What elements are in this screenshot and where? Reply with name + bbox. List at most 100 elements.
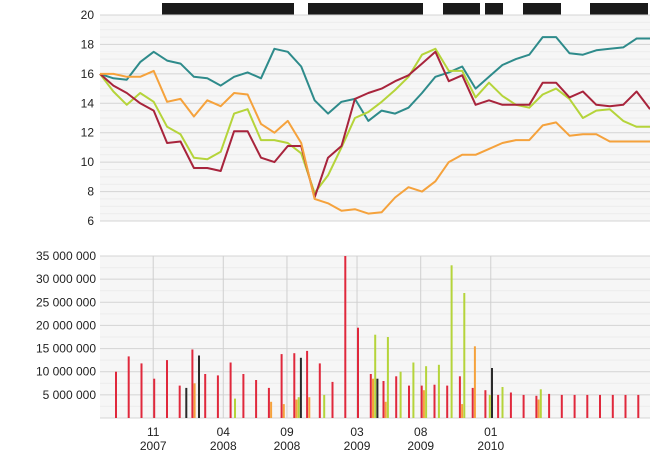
x-tick-year: 2007 bbox=[140, 439, 167, 453]
bar-series-2 bbox=[295, 399, 298, 418]
bar-series-2 bbox=[461, 404, 464, 418]
bar-series-1 bbox=[522, 394, 525, 418]
y-tick-label: 16 bbox=[81, 67, 95, 81]
bar-series-4 bbox=[491, 368, 493, 418]
y-tick-label: 10 000 000 bbox=[36, 365, 96, 379]
bar-series-1 bbox=[509, 392, 512, 418]
bar-series-2 bbox=[372, 378, 374, 418]
bar-series-1 bbox=[497, 394, 500, 418]
legend-block bbox=[485, 3, 503, 18]
x-tick-year: 2008 bbox=[210, 439, 237, 453]
bar-series-1 bbox=[573, 394, 576, 418]
bar-series-4 bbox=[299, 357, 302, 418]
bar-series-1 bbox=[471, 387, 474, 418]
y-tick-label: 5 000 000 bbox=[43, 388, 97, 402]
legend-block bbox=[308, 3, 423, 18]
y-tick-label: 18 bbox=[81, 37, 95, 51]
x-tick-year: 2008 bbox=[274, 439, 301, 453]
bar-series-1 bbox=[115, 371, 117, 418]
bar-series-3 bbox=[234, 398, 236, 418]
legend-strip bbox=[162, 3, 648, 18]
bar-series-1 bbox=[420, 385, 423, 418]
y-tick-label: 12 bbox=[81, 126, 95, 140]
bar-series-1 bbox=[382, 381, 385, 418]
x-tick-month: 09 bbox=[280, 425, 294, 439]
bar-series-1 bbox=[140, 363, 143, 418]
bar-series-1 bbox=[446, 385, 449, 418]
bar-series-1 bbox=[293, 353, 296, 418]
bar-series-1 bbox=[560, 394, 563, 418]
x-tick-year: 2010 bbox=[477, 439, 504, 453]
bar-series-2 bbox=[473, 346, 476, 418]
x-tick-month: 04 bbox=[217, 425, 231, 439]
y-tick-label: 6 bbox=[87, 214, 94, 228]
bar-series-1 bbox=[331, 381, 334, 418]
bar-series-4 bbox=[376, 378, 379, 418]
bar-series-1 bbox=[306, 350, 309, 418]
bar-series-1 bbox=[637, 394, 640, 418]
x-tick-month: 03 bbox=[350, 425, 364, 439]
bar-series-1 bbox=[458, 376, 461, 418]
x-tick-year: 2009 bbox=[344, 439, 371, 453]
bar-series-1 bbox=[216, 375, 219, 418]
bar-series-1 bbox=[229, 362, 232, 418]
bar-series-1 bbox=[624, 394, 627, 418]
bar-series-1 bbox=[611, 394, 614, 418]
y-tick-label: 8 bbox=[87, 185, 94, 199]
bar-chart: 5 000 000 10 000 000 15 000 000 20 000 000 2… bbox=[36, 249, 650, 453]
bar-series-3 bbox=[399, 371, 402, 418]
bar-series-2 bbox=[537, 399, 540, 418]
bar-series-1 bbox=[267, 387, 270, 418]
bar-series-2 bbox=[384, 401, 387, 418]
bar-series-2 bbox=[422, 390, 425, 418]
x-tick-year: 2009 bbox=[407, 439, 434, 453]
bar-series-2 bbox=[282, 404, 285, 418]
bar-series-3 bbox=[463, 293, 466, 418]
bar-series-3 bbox=[488, 394, 491, 418]
bar-series-3 bbox=[539, 389, 542, 418]
y-tick-label: 15 000 000 bbox=[36, 342, 96, 356]
bar-series-3 bbox=[437, 364, 440, 418]
bar-series-1 bbox=[408, 385, 410, 418]
line-chart: 6 8 10 12 14 16 18 20 bbox=[81, 8, 650, 228]
bar-series-3 bbox=[374, 334, 377, 418]
y-tick-label: 20 000 000 bbox=[36, 318, 96, 332]
bar-series-3 bbox=[501, 387, 504, 418]
x-tick-month: 08 bbox=[414, 425, 428, 439]
bar-series-1 bbox=[586, 394, 589, 418]
bar-series-3 bbox=[386, 337, 389, 418]
y-tick-label: 20 bbox=[81, 8, 95, 22]
bar-series-1 bbox=[204, 374, 207, 418]
bar-series-1 bbox=[280, 354, 283, 418]
bar-series-1 bbox=[127, 356, 130, 418]
line-series-4 bbox=[100, 69, 650, 215]
y-tick-label: 10 bbox=[81, 155, 95, 169]
bar-series-2 bbox=[193, 383, 196, 418]
bar-series-1 bbox=[166, 360, 168, 418]
bar-series-1 bbox=[344, 256, 347, 418]
legend-block bbox=[590, 3, 648, 18]
y-tick-label: 30 000 000 bbox=[36, 272, 96, 286]
line-series-3 bbox=[99, 50, 650, 199]
bar-series-1 bbox=[242, 374, 245, 418]
y-tick-label: 25 000 000 bbox=[36, 295, 96, 309]
legend-block bbox=[443, 3, 480, 18]
bar-series-1 bbox=[535, 395, 538, 418]
x-tick-month: 11 bbox=[147, 425, 160, 439]
bar-series-1 bbox=[318, 363, 321, 418]
legend-block bbox=[523, 3, 561, 18]
bar-series-1 bbox=[548, 393, 551, 418]
bar-series-1 bbox=[357, 327, 359, 418]
bar-series-3 bbox=[425, 366, 428, 418]
bar-series-3 bbox=[323, 394, 326, 418]
bar-series-1 bbox=[433, 384, 436, 418]
bar-series-1 bbox=[255, 380, 258, 418]
line-series-2 bbox=[99, 47, 650, 194]
bar-series-1 bbox=[484, 390, 487, 418]
bar-series-3 bbox=[412, 362, 415, 418]
y-tick-label: 35 000 000 bbox=[36, 249, 96, 263]
bar-series-3 bbox=[297, 397, 300, 418]
bar-series-1 bbox=[178, 385, 181, 418]
y-tick-label: 14 bbox=[81, 96, 95, 110]
